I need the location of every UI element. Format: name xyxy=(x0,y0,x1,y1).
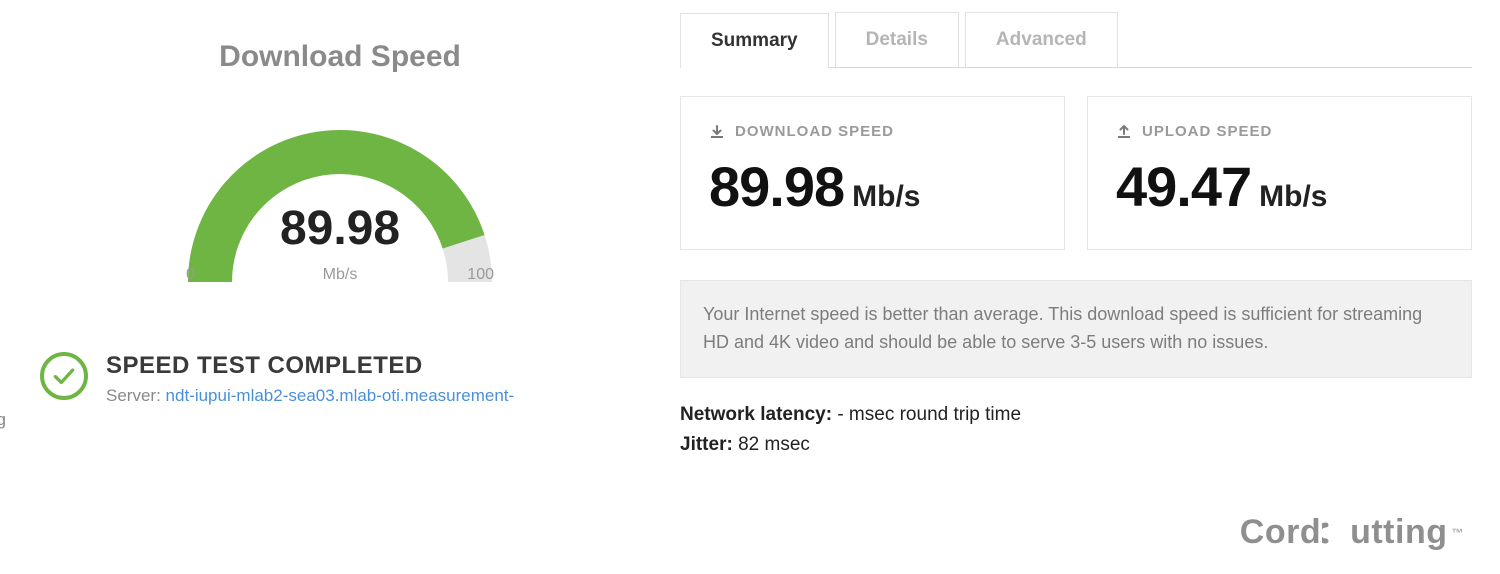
download-card-label: DOWNLOAD SPEED xyxy=(709,123,1036,140)
gauge-value: 89.98 xyxy=(160,201,520,256)
info-box: Your Internet speed is better than avera… xyxy=(680,280,1472,378)
status-title: SPEED TEST COMPLETED xyxy=(106,352,660,380)
server-label: Server: xyxy=(106,386,161,405)
download-value: 89.98 xyxy=(709,154,844,219)
upload-value: 49.47 xyxy=(1116,154,1251,219)
download-label-text: DOWNLOAD SPEED xyxy=(735,123,894,140)
upload-card: UPLOAD SPEED 49.47 Mb/s xyxy=(1087,96,1472,250)
download-unit: Mb/s xyxy=(852,180,920,214)
network-metrics: Network latency: - msec round trip time … xyxy=(680,400,1472,461)
upload-icon xyxy=(1116,124,1132,140)
brand-text-before: Cord xyxy=(1240,513,1321,552)
upload-card-label: UPLOAD SPEED xyxy=(1116,123,1443,140)
jitter-label: Jitter: xyxy=(680,434,733,455)
jitter-value: 82 msec xyxy=(738,434,810,455)
tab-details[interactable]: Details xyxy=(835,12,959,67)
brand-text-after: utting xyxy=(1350,513,1447,552)
tabs: Summary Details Advanced xyxy=(680,12,1472,68)
scissors-icon xyxy=(1322,518,1352,548)
latency-line: Network latency: - msec round trip time xyxy=(680,400,1472,430)
right-panel: Summary Details Advanced DOWNLOAD SPEED … xyxy=(680,0,1500,574)
left-panel: Download Speed 89.98 Mb/s 0 100 SPEED TE… xyxy=(0,0,680,574)
brand-logo: Cord utting ™ xyxy=(1240,513,1464,552)
checkmark-icon xyxy=(51,363,77,389)
upload-unit: Mb/s xyxy=(1259,180,1327,214)
brand-tm: ™ xyxy=(1452,526,1465,540)
latency-label: Network latency: xyxy=(680,404,832,425)
download-value-row: 89.98 Mb/s xyxy=(709,154,1036,219)
upload-label-text: UPLOAD SPEED xyxy=(1142,123,1272,140)
gauge-svg xyxy=(160,92,520,292)
check-circle-icon xyxy=(40,352,88,400)
server-tail: lab.org xyxy=(0,410,660,430)
gauge-max-label: 100 xyxy=(467,266,494,284)
tab-summary[interactable]: Summary xyxy=(680,13,829,68)
summary-cards: DOWNLOAD SPEED 89.98 Mb/s UPLOAD SPEED 4… xyxy=(680,96,1472,250)
tab-advanced[interactable]: Advanced xyxy=(965,12,1118,67)
download-icon xyxy=(709,124,725,140)
upload-value-row: 49.47 Mb/s xyxy=(1116,154,1443,219)
status-text: SPEED TEST COMPLETED Server: ndt-iupui-m… xyxy=(106,352,660,406)
gauge-title: Download Speed xyxy=(20,40,660,74)
gauge-unit: Mb/s xyxy=(160,266,520,284)
latency-value: - msec round trip time xyxy=(837,404,1021,425)
download-card: DOWNLOAD SPEED 89.98 Mb/s xyxy=(680,96,1065,250)
gauge-min-label: 0 xyxy=(186,266,195,284)
speed-gauge: 89.98 Mb/s 0 100 xyxy=(160,92,520,292)
server-value[interactable]: ndt-iupui-mlab2-sea03.mlab-oti.measureme… xyxy=(166,386,515,405)
jitter-line: Jitter: 82 msec xyxy=(680,430,1472,460)
server-line: Server: ndt-iupui-mlab2-sea03.mlab-oti.m… xyxy=(106,386,660,406)
status-row: SPEED TEST COMPLETED Server: ndt-iupui-m… xyxy=(20,352,660,406)
